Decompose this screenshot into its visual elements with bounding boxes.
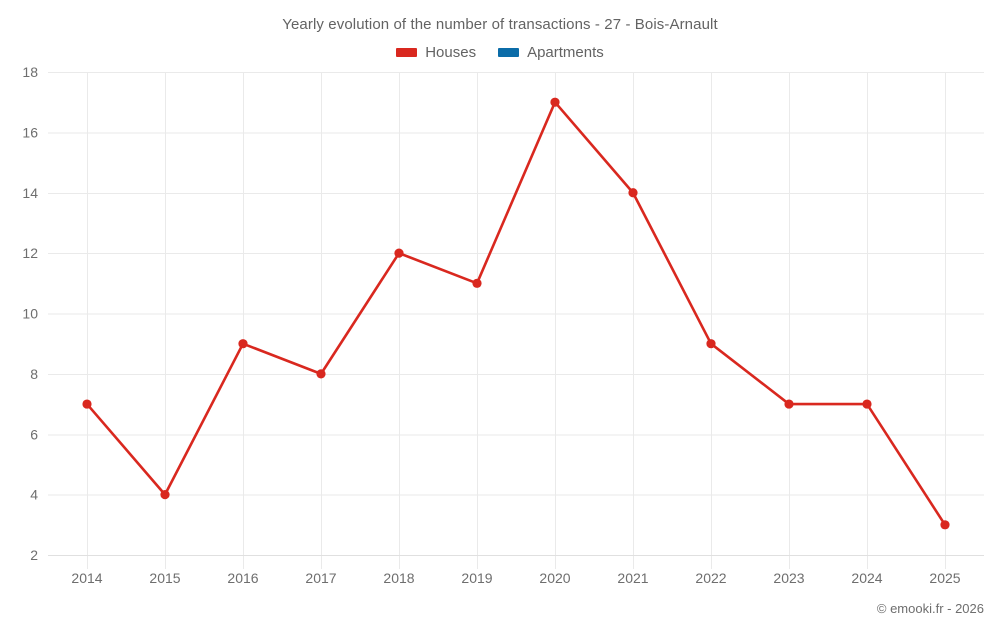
x-axis-tick-label: 2017 <box>305 570 336 586</box>
data-point[interactable] <box>316 369 326 379</box>
y-axis-tick-label: 10 <box>22 306 38 322</box>
data-point[interactable] <box>940 520 950 530</box>
x-axis-tick-label: 2025 <box>929 570 960 586</box>
y-axis-tick-label: 14 <box>22 185 38 201</box>
data-point[interactable] <box>160 490 170 500</box>
data-point[interactable] <box>394 248 404 258</box>
y-axis-tick-label: 6 <box>30 426 38 442</box>
legend-label-houses: Houses <box>425 44 477 61</box>
chart-legend: Houses Apartments <box>0 45 1000 60</box>
x-axis-tick-label: 2016 <box>227 570 258 586</box>
data-point[interactable] <box>862 399 872 409</box>
legend-swatch-houses <box>396 48 418 57</box>
x-axis-tick-label: 2021 <box>617 570 648 586</box>
x-axis-tick-label: 2024 <box>851 570 882 586</box>
legend-swatch-apartments <box>498 48 520 57</box>
y-axis-tick-label: 16 <box>22 124 38 140</box>
x-axis-tick-label: 2020 <box>539 570 570 586</box>
x-axis-tick-label: 2023 <box>773 570 804 586</box>
data-point[interactable] <box>706 339 716 349</box>
y-axis-tick-label: 18 <box>22 64 38 80</box>
data-point[interactable] <box>784 399 794 409</box>
data-point[interactable] <box>472 278 482 288</box>
x-axis-tick-label: 2018 <box>383 570 414 586</box>
chart-title: Yearly evolution of the number of transa… <box>282 16 718 33</box>
data-point[interactable] <box>628 188 638 198</box>
y-axis-tick-label: 12 <box>22 245 38 261</box>
data-point[interactable] <box>82 399 92 409</box>
x-axis-tick-label: 2022 <box>695 570 726 586</box>
y-axis-tick-label: 8 <box>30 366 38 382</box>
y-axis-tick-label: 4 <box>30 487 38 503</box>
x-axis-tick-label: 2015 <box>149 570 180 586</box>
legend-item-apartments[interactable]: Apartments <box>498 45 604 60</box>
legend-label-apartments: Apartments <box>527 44 604 61</box>
y-axis-tick-label: 2 <box>30 547 38 563</box>
data-point[interactable] <box>238 339 248 349</box>
data-point[interactable] <box>550 97 560 107</box>
copyright-credit: © emooki.fr - 2026 <box>876 601 984 616</box>
x-axis-tick-label: 2019 <box>461 570 492 586</box>
legend-item-houses[interactable]: Houses <box>396 45 476 60</box>
x-axis-tick-label: 2014 <box>71 570 102 586</box>
series-line-houses <box>85 100 947 527</box>
